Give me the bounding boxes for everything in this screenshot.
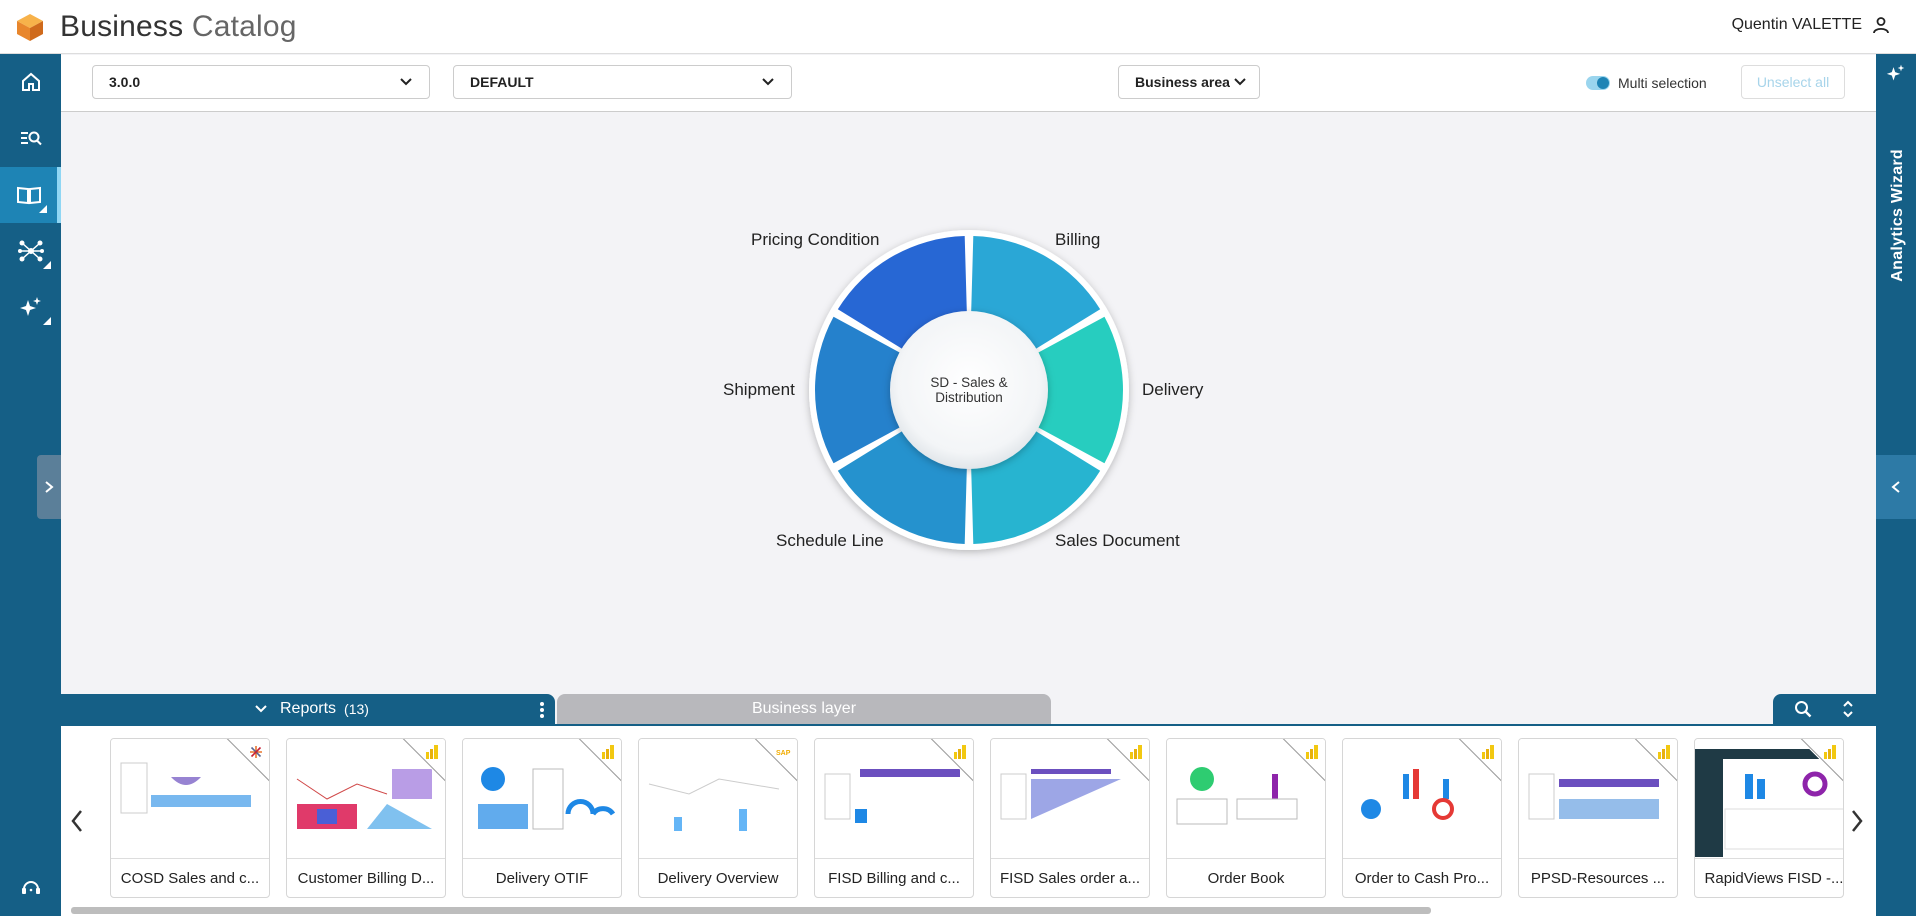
app-title: Business Catalog: [60, 10, 297, 44]
app-title-bold: Business: [60, 9, 184, 43]
analytics-wizard-label[interactable]: Analytics Wizard: [1889, 149, 1906, 282]
report-card[interactable]: Customer Billing D...: [286, 738, 446, 898]
toggle-knob: [1597, 77, 1609, 89]
filter-toolbar: 3.0.0 DEFAULT Business area Multi select…: [61, 55, 1876, 112]
report-card[interactable]: Order Book: [1166, 738, 1326, 898]
nav-search[interactable]: [0, 110, 61, 166]
toggle-switch[interactable]: [1586, 76, 1610, 90]
search-list-icon: [20, 131, 42, 146]
report-card[interactable]: FISD Sales order a...: [990, 738, 1150, 898]
reports-count: (13): [344, 701, 369, 717]
wheel-center[interactable]: [890, 311, 1048, 469]
report-card[interactable]: PPSD-Resources ...: [1518, 738, 1678, 898]
multi-selection-label: Multi selection: [1618, 75, 1707, 91]
user-name: Quentin VALETTE: [1731, 16, 1862, 33]
search-icon[interactable]: [1794, 700, 1812, 718]
multi-selection-toggle[interactable]: Multi selection: [1586, 75, 1707, 91]
report-title[interactable]: RapidViews FISD -...: [1695, 858, 1843, 897]
chevron-down-icon: [762, 78, 774, 86]
network-icon: [17, 240, 44, 262]
business-area-select-value: Business area: [1135, 74, 1230, 90]
segment-label-shipment[interactable]: Shipment: [723, 380, 795, 399]
report-card[interactable]: Delivery OTIF: [462, 738, 622, 898]
report-title[interactable]: Customer Billing D...: [287, 858, 445, 897]
home-icon: [21, 72, 40, 91]
wheel-segment-shipment[interactable]: [814, 316, 903, 464]
chevron-right-icon: [1852, 810, 1863, 832]
submenu-indicator-icon: [39, 205, 47, 213]
report-title[interactable]: Order Book: [1167, 858, 1325, 897]
app-logo-icon[interactable]: [0, 0, 60, 54]
business-area-wheel: SD - Sales & Distribution Billing Delive…: [61, 112, 1876, 694]
user-menu[interactable]: Quentin VALETTE: [1732, 16, 1890, 34]
report-thumbnail[interactable]: [1519, 739, 1677, 857]
chevron-down-icon: [400, 78, 412, 86]
report-title[interactable]: Delivery OTIF: [463, 858, 621, 897]
report-title[interactable]: Order to Cash Pro...: [1343, 858, 1501, 897]
version-select-value: 3.0.0: [109, 74, 141, 90]
report-title[interactable]: COSD Sales and c...: [111, 858, 269, 897]
segment-label-delivery[interactable]: Delivery: [1142, 380, 1204, 399]
carousel-next-button[interactable]: [1843, 796, 1871, 846]
report-title[interactable]: FISD Sales order a...: [991, 858, 1149, 897]
app-header: Business Catalog Quentin VALETTE: [0, 0, 1916, 54]
card-corner-fold: [753, 739, 797, 783]
wheel-chart: SD - Sales & Distribution: [809, 230, 1129, 550]
chevron-down-icon: [1234, 78, 1246, 86]
svg-text:SAP: SAP: [776, 750, 791, 757]
segment-label-sales-document[interactable]: Sales Document: [1055, 531, 1180, 550]
report-card[interactable]: FISD Billing and c...: [814, 738, 974, 898]
segment-label-pricing-condition[interactable]: Pricing Condition: [751, 230, 880, 249]
segment-label-billing[interactable]: Billing: [1055, 230, 1101, 249]
report-title[interactable]: Delivery Overview: [639, 858, 797, 897]
chevron-right-icon: [45, 481, 54, 493]
unselect-all-button[interactable]: Unselect all: [1741, 65, 1845, 99]
business-area-select[interactable]: Business area: [1118, 65, 1260, 99]
carousel-scrollbar[interactable]: [71, 907, 1431, 914]
nav-network[interactable]: [0, 223, 61, 279]
variant-select[interactable]: DEFAULT: [453, 65, 792, 99]
chevron-left-icon: [71, 810, 82, 832]
business-layer-tab[interactable]: Business layer: [557, 694, 1051, 724]
report-title[interactable]: PPSD-Resources ...: [1519, 858, 1677, 897]
support-icon: [21, 881, 40, 894]
report-card[interactable]: COSD Sales and c...: [110, 738, 270, 898]
sparkle-icon: [19, 297, 41, 316]
report-card[interactable]: SAP Delivery Overview: [638, 738, 798, 898]
wheel-segment-delivery[interactable]: [1035, 316, 1123, 464]
reports-tab-label: Reports: [280, 700, 337, 717]
report-title[interactable]: FISD Billing and c...: [815, 858, 973, 897]
report-card[interactable]: Order to Cash Pro...: [1342, 738, 1502, 898]
segment-label-schedule-line[interactable]: Schedule Line: [776, 531, 884, 550]
user-icon: [1873, 17, 1889, 34]
nav-support[interactable]: [0, 862, 61, 912]
wheel-center-label-line2: Distribution: [935, 390, 1003, 405]
variant-select-value: DEFAULT: [470, 74, 534, 90]
right-panel-toggle[interactable]: [1876, 455, 1916, 519]
reports-tools: [1773, 694, 1876, 724]
submenu-indicator-icon: [43, 261, 51, 269]
expand-collapse-icon[interactable]: [1841, 699, 1855, 719]
reports-panel: COSD Sales and c... Customer Billing D...…: [61, 724, 1876, 916]
app-title-light: Catalog: [191, 9, 297, 43]
carousel-prev-button[interactable]: [63, 796, 91, 846]
wheel-center-label-line1: SD - Sales &: [930, 375, 1007, 390]
left-panel-toggle[interactable]: [37, 455, 61, 519]
submenu-indicator-icon: [43, 317, 51, 325]
version-select[interactable]: 3.0.0: [92, 65, 430, 99]
book-icon: [16, 186, 41, 205]
sparkle-icon: [1886, 64, 1905, 81]
more-vertical-icon[interactable]: [539, 701, 545, 719]
reports-tab[interactable]: Reports (13): [61, 694, 555, 724]
chevron-down-icon[interactable]: [254, 704, 268, 714]
report-card[interactable]: RapidViews FISD -...: [1694, 738, 1844, 898]
card-corner-fold: [225, 739, 269, 783]
nav-catalog[interactable]: [0, 167, 61, 223]
nav-wizard[interactable]: [0, 279, 61, 335]
chevron-left-icon: [1891, 481, 1900, 493]
nav-home[interactable]: [0, 54, 61, 110]
